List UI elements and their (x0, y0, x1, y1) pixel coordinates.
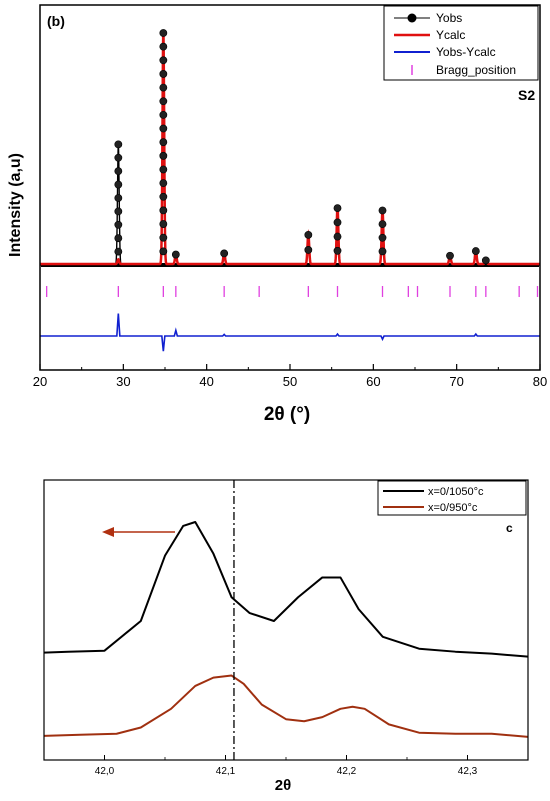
yobs-point (378, 233, 387, 242)
yobs-point (159, 56, 168, 65)
rietveld-panel: 20 30 40 50 60 70 80 (b) S2 Intensity (a,u) 2θ… (7, 4, 547, 425)
x-tick-label: 42,0 (95, 766, 115, 777)
rietveld-legend: Yobs Ycalc Yobs-Ycalc Bragg_position (383, 5, 539, 81)
yobs-point (114, 220, 123, 229)
yobs-point (159, 151, 168, 160)
yobs-point (471, 247, 480, 255)
legend-950-label: x=0/950°c (428, 502, 478, 514)
yobs-point (114, 153, 123, 162)
yobs-point (220, 249, 229, 258)
yobs-point (114, 247, 123, 256)
zoom-x-axis: 42,0 42,1 42,2 42,3 (95, 755, 478, 777)
yobs-point (114, 180, 123, 189)
zoom-plot-frame (43, 479, 529, 761)
yobs-point (159, 206, 168, 215)
x-tick-label: 50 (283, 374, 297, 389)
rietveld-x-axis-label: 2θ (°) (264, 404, 310, 425)
yobs-point (333, 204, 342, 213)
legend-box (377, 480, 527, 516)
x-tick-label: 20 (33, 374, 47, 389)
yobs-point (159, 83, 168, 92)
yobs-point (159, 220, 168, 228)
yobs-ycalc-line (40, 313, 540, 352)
ycalc-line (40, 31, 540, 266)
yobs-point (159, 165, 168, 174)
x-tick-label: 70 (449, 374, 463, 389)
rietveld-y-axis-label: Intensity (a,u) (7, 153, 24, 257)
series-950-line (43, 674, 529, 738)
x-tick-label: 42,1 (216, 766, 236, 777)
x-tick-label: 42,2 (337, 766, 357, 777)
zoom-series (43, 480, 529, 760)
yobs-point (333, 218, 342, 227)
zoom-panel: 42,0 42,1 42,2 42,3 c 2θ x=0/1050°c x=0/950… (43, 479, 529, 794)
panel-label-b: (b) (47, 13, 65, 29)
x-tick-label: 30 (116, 374, 130, 389)
yobs-point (159, 179, 168, 188)
yobs-point (171, 250, 180, 259)
yobs-point (333, 246, 342, 255)
yobs-point (114, 207, 123, 216)
yobs-point (159, 97, 168, 106)
yobs-point (304, 230, 313, 239)
yobs-point (304, 246, 313, 254)
yobs-point (333, 232, 342, 241)
yobs-point (159, 110, 168, 119)
yobs-point (159, 70, 168, 78)
series-1050-line (43, 521, 529, 658)
x-tick-label: 60 (366, 374, 380, 389)
x-tick-label: 42,3 (458, 766, 478, 777)
yobs-point (114, 167, 123, 176)
yobs-point (378, 247, 387, 256)
yobs-point (446, 251, 454, 260)
yobs-point (378, 206, 387, 215)
yobs-point (114, 140, 123, 149)
rietveld-x-axis: 20 30 40 50 60 70 80 (33, 364, 547, 389)
rietveld-series (40, 29, 540, 352)
yobs-point (159, 124, 168, 133)
yobs-point (481, 256, 490, 265)
yobs-point (114, 234, 123, 243)
yobs-point (114, 194, 123, 202)
legend-yobs-marker (407, 13, 417, 23)
legend-ycalc-label: Ycalc (436, 28, 465, 42)
legend-yobs-label: Yobs (436, 11, 462, 25)
x-tick-label: 40 (199, 374, 213, 389)
yobs-point (159, 247, 168, 256)
legend-diff-label: Yobs-Ycalc (436, 45, 496, 59)
yobs-point (159, 42, 168, 51)
yobs-point (378, 220, 387, 229)
panel-label-c: c (506, 521, 513, 535)
legend-1050-label: x=0/1050°c (428, 486, 484, 498)
legend-bragg-label: Bragg_position (436, 63, 516, 77)
zoom-x-axis-label: 2θ (275, 777, 291, 794)
x-tick-label: 80 (533, 374, 547, 389)
yobs-point (159, 192, 168, 201)
yobs-point (159, 233, 168, 242)
yobs-point (159, 138, 168, 147)
shift-arrow-head (102, 527, 114, 537)
zoom-legend: x=0/1050°c x=0/950°c (377, 480, 527, 516)
sample-label: S2 (518, 87, 535, 103)
yobs-point (159, 29, 168, 37)
